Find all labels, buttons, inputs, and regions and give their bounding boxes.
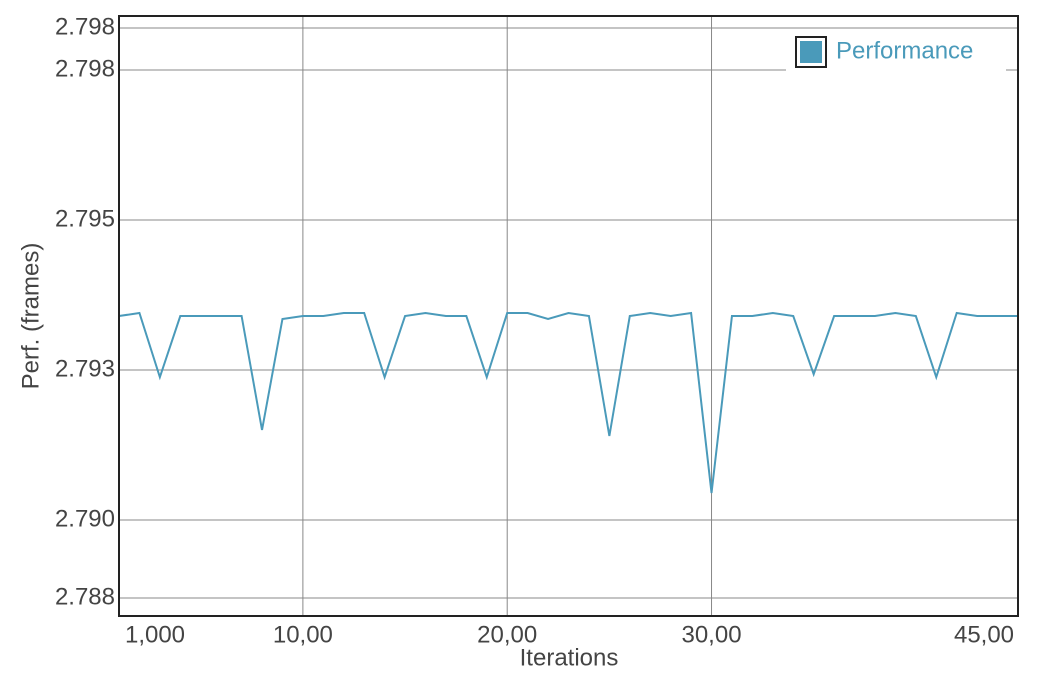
x-tick-label: 20,00 — [477, 621, 537, 648]
x-tick-label: 30,00 — [681, 621, 741, 648]
x-tick-label: 1,000 — [125, 621, 185, 648]
series-line — [118, 311, 1018, 494]
y-tick-label: 2.793 — [55, 355, 115, 382]
y-tick-label: 2.795 — [55, 205, 115, 232]
plot-frame — [118, 15, 1019, 617]
x-tick-label: 45,00 — [954, 621, 1014, 648]
y-axis-label: Perf. (frames) — [17, 243, 44, 390]
y-tick-label: 2.798 — [55, 13, 115, 40]
x-tick-label: 10,00 — [273, 621, 333, 648]
legend-swatch — [800, 41, 822, 63]
legend-label: Performance — [836, 37, 973, 64]
y-tick-label: 2.798 — [55, 55, 115, 82]
y-tick-label: 2.788 — [55, 583, 115, 610]
y-tick-label: 2.790 — [55, 505, 115, 532]
legend: Performance — [786, 30, 1006, 74]
x-axis-label: Iterations — [520, 644, 619, 671]
